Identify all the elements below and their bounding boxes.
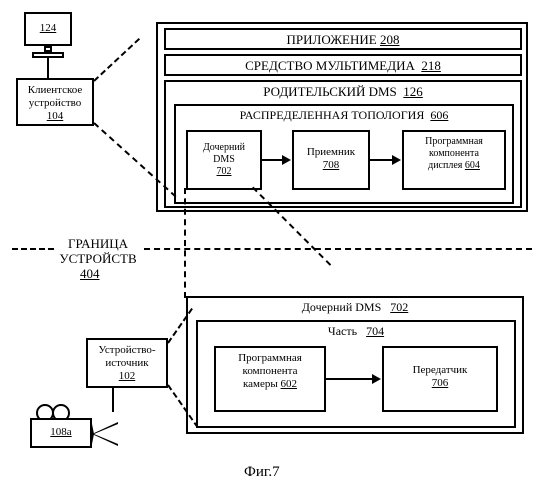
- parent-dms-title: РОДИТЕЛЬСКИЙ DMS 126: [166, 84, 520, 100]
- client-device-text: Клиентское устройство: [18, 84, 92, 110]
- figure-label-text: Фиг.7: [244, 464, 280, 480]
- source-device-text: Устройство- источник: [88, 344, 166, 370]
- part-text: Часть: [328, 324, 357, 338]
- camera-sw-ref-line: камеры 602: [243, 378, 297, 390]
- source-device-ref: 102: [119, 370, 136, 382]
- arrow-camerasw-to-tx-head: [372, 374, 381, 384]
- parent-dms-text: РОДИТЕЛЬСКИЙ DMS: [263, 84, 397, 99]
- upper-container: ПРИЛОЖЕНИЕ 208 СРЕДСТВО МУЛЬТИМЕДИА 218 …: [156, 22, 528, 212]
- monitor-screen: 124: [24, 12, 72, 46]
- client-device-box: Клиентское устройство 104: [16, 78, 94, 126]
- parent-dms-box: РОДИТЕЛЬСКИЙ DMS 126 РАСПРЕДЕЛЕННАЯ ТОПО…: [164, 80, 522, 208]
- tx-text: Передатчик: [384, 364, 496, 377]
- dist-topo-title: РАСПРЕДЕЛЕННАЯ ТОПОЛОГИЯ 606: [176, 108, 512, 123]
- monitor-ref: 124: [40, 22, 57, 34]
- lower-child-dms-text: Дочерний DMS: [302, 300, 382, 314]
- media-ref: 218: [421, 58, 441, 73]
- figure-label: Фиг.7: [244, 464, 280, 481]
- dash-client-to-upper-1: [93, 38, 140, 82]
- lower-child-dms-ref: 702: [390, 300, 408, 314]
- arrow-childdms-to-receiver-head: [282, 155, 291, 165]
- display-ref: 604: [465, 160, 480, 171]
- client-device-ref: 104: [47, 110, 64, 122]
- part-box: Часть 704 Программная компонента камеры …: [196, 320, 516, 428]
- camera-body: 108a: [30, 418, 92, 448]
- child-dms-upper-box: Дочерний DMS 702: [186, 130, 262, 190]
- lower-container: Дочерний DMS 702 Часть 704 Программная к…: [186, 296, 524, 434]
- arrow-camerasw-to-tx-line: [326, 378, 374, 380]
- camera-sw-text: Программная компонента: [216, 352, 324, 378]
- camera-ref: 108a: [50, 426, 71, 438]
- display-text: Программная компонента: [404, 136, 504, 160]
- source-device-box: Устройство- источник 102: [86, 338, 168, 388]
- app-ref: 208: [380, 32, 400, 47]
- app-text: ПРИЛОЖЕНИЕ: [287, 32, 377, 47]
- camera-sw-last-word: камеры: [243, 378, 281, 390]
- boundary-ref: 404: [80, 266, 100, 281]
- arrow-childdms-to-receiver-line: [262, 159, 284, 161]
- dist-topo-box: РАСПРЕДЕЛЕННАЯ ТОПОЛОГИЯ 606 Дочерний DM…: [174, 104, 514, 204]
- camera-lens: [92, 424, 118, 444]
- receiver-text: Приемник: [294, 146, 368, 159]
- display-box: Программная компонента дисплея 604: [402, 130, 506, 190]
- parent-dms-ref: 126: [403, 84, 423, 99]
- display-ref-line: дисплея 604: [428, 160, 480, 171]
- part-title: Часть 704: [198, 324, 514, 339]
- lower-child-dms-title: Дочерний DMS 702: [188, 300, 522, 315]
- boundary-text: ГРАНИЦА УСТРОЙСТВ: [48, 236, 148, 266]
- dist-topo-text: РАСПРЕДЕЛЕННАЯ ТОПОЛОГИЯ: [240, 108, 425, 122]
- receiver-ref: 708: [323, 159, 340, 171]
- media-row: СРЕДСТВО МУЛЬТИМЕДИА 218: [164, 54, 522, 76]
- app-row: ПРИЛОЖЕНИЕ 208: [164, 28, 522, 50]
- boundary-dashed-right: [144, 248, 532, 250]
- receiver-box: Приемник 708: [292, 130, 370, 190]
- camera-sw-ref: 602: [281, 378, 298, 390]
- media-text: СРЕДСТВО МУЛЬТИМЕДИА: [245, 58, 415, 73]
- display-last-word: дисплея: [428, 160, 465, 171]
- tx-box: Передатчик 706: [382, 346, 498, 412]
- tx-ref: 706: [432, 377, 449, 389]
- boundary-label: ГРАНИЦА УСТРОЙСТВ: [48, 236, 148, 266]
- camera-connector: [112, 388, 114, 412]
- part-ref: 704: [366, 324, 384, 338]
- arrow-receiver-to-display-line: [370, 159, 394, 161]
- arrow-receiver-to-display-head: [392, 155, 401, 165]
- child-dms-upper-text: Дочерний DMS: [188, 142, 260, 166]
- dist-topo-ref: 606: [430, 108, 448, 122]
- camera-sw-box: Программная компонента камеры 602: [214, 346, 326, 412]
- child-dms-upper-ref: 702: [217, 166, 232, 177]
- dash-childdms-link-1: [184, 188, 186, 298]
- boundary-ref-label: 404: [80, 266, 100, 282]
- monitor-connector: [47, 58, 49, 78]
